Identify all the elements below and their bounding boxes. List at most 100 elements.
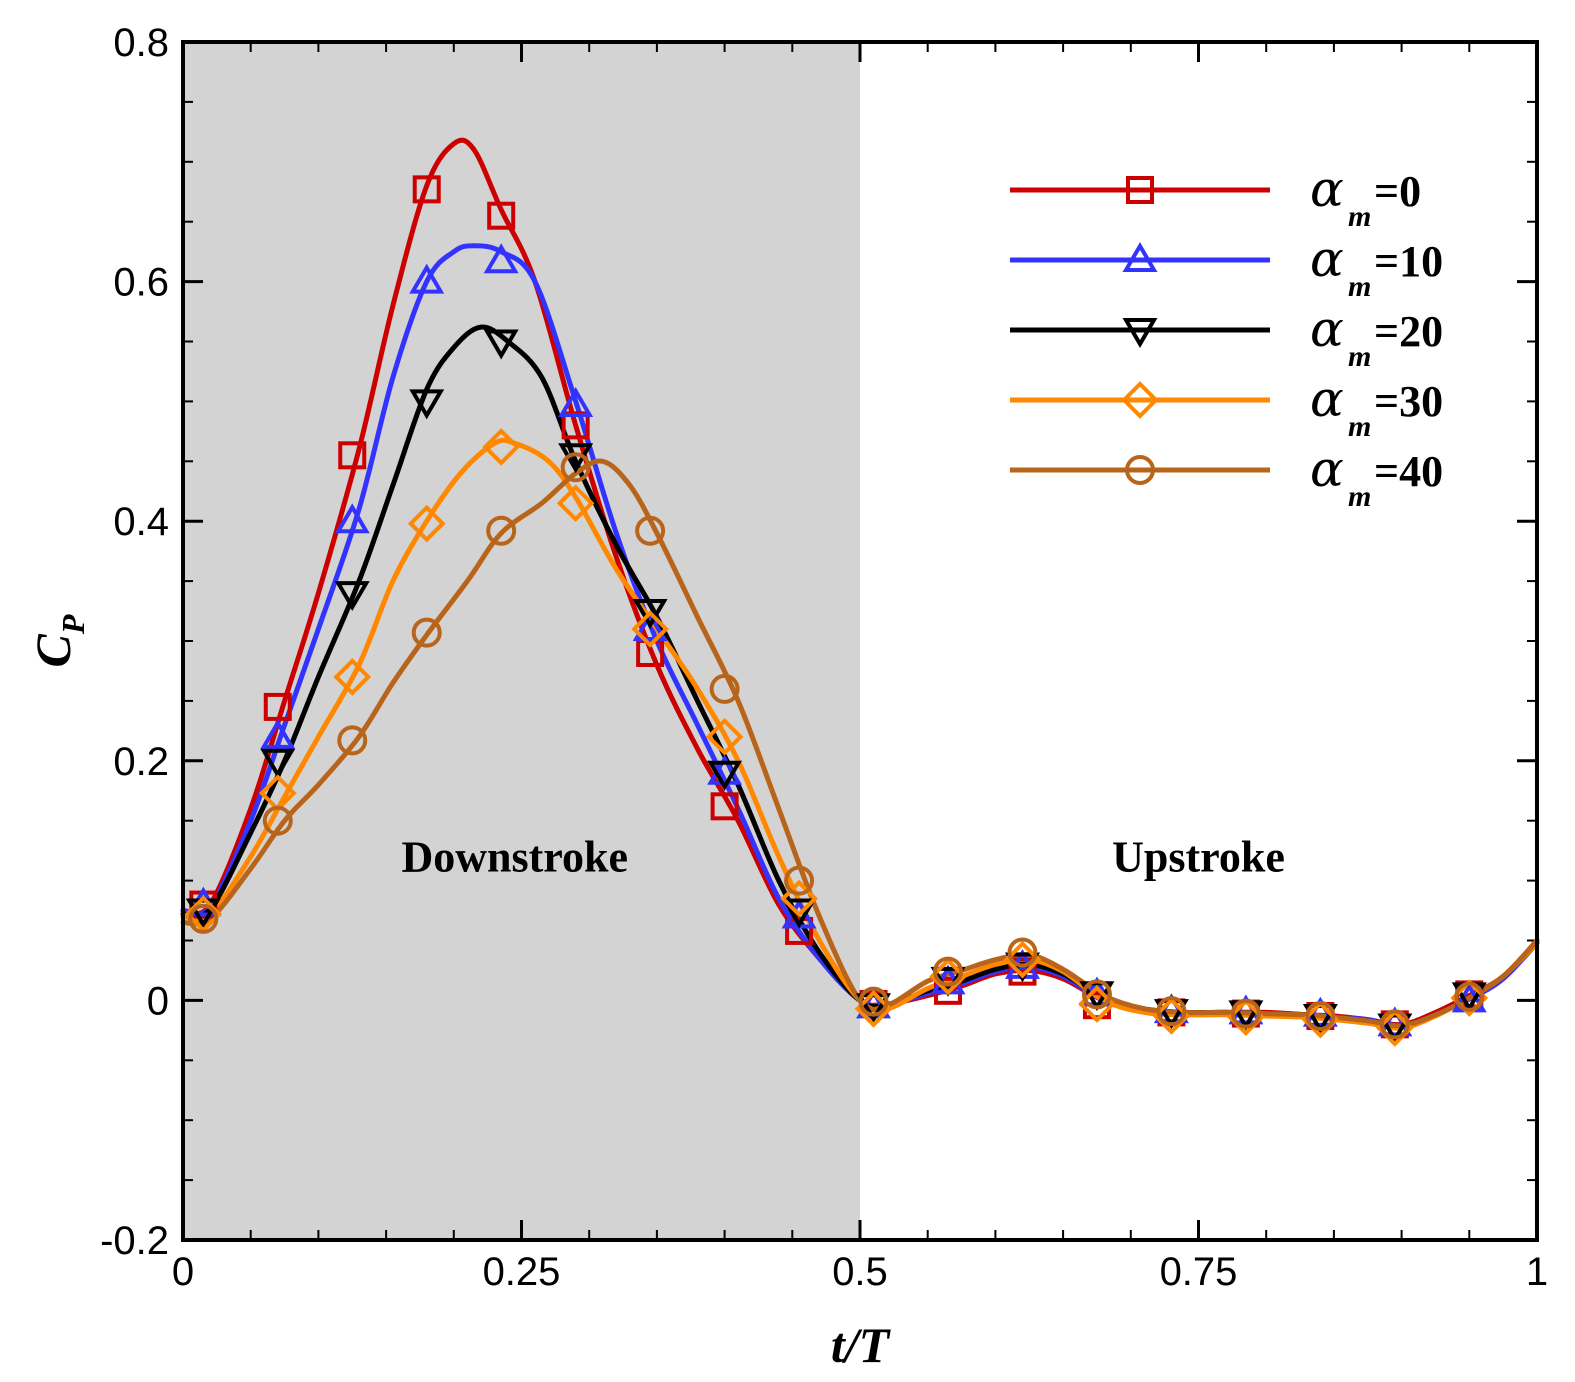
legend-alpha-symbol: α [1310,370,1344,428]
series-1-marker-2 [334,503,370,534]
legend-marker [1122,318,1158,348]
series-4-marker-11 [1007,937,1038,968]
series-4-marker-12 [1081,979,1112,1010]
legend-value: =10 [1374,237,1443,286]
y-axis-title-main: CP [25,614,91,667]
legend-entry-4: α m=40 [1010,440,1443,513]
legend-value: =20 [1374,307,1443,356]
series-2-marker-3 [409,389,445,420]
series-4-marker-3 [411,617,442,648]
y-tick-label: 0.4 [113,500,169,544]
series-2-marker-1 [260,748,296,779]
legend-value: =30 [1374,377,1443,426]
series-0-marker-4 [487,201,516,230]
y-tick-label: 0.6 [113,261,169,305]
y-tick-label: 0.8 [113,21,169,65]
series-2-marker-16 [1377,1013,1413,1044]
legend-alpha-symbol: α [1310,230,1344,288]
series-0-marker-8 [785,916,814,945]
series-1-marker-5 [558,387,594,417]
series-2-marker-7 [707,760,743,791]
series-3-marker-3 [407,504,446,543]
series-4-marker-8 [784,865,815,896]
series-4-marker-14 [1230,998,1261,1029]
series-2-marker-4 [483,329,519,360]
legend-alpha-symbol: α [1310,440,1344,498]
axis-titles: t/T CP [25,614,892,1373]
legend-subscript: m [1348,270,1371,303]
y-axis-title-subscript: P [55,614,91,635]
y-tick-label: 0 [147,979,169,1023]
series-1-marker-1 [260,718,296,749]
series-3-marker-2 [333,658,372,696]
tick-labels: 0 0.25 0.5 0.75 1-0.200.20.40.60.8 [100,21,1548,1294]
series-4-marker-9 [858,986,889,1017]
series-3-marker-9 [854,989,893,1028]
series-1-marker-3 [409,263,445,294]
series-markers [184,175,1489,1047]
series-4-marker-13 [1156,996,1187,1027]
series-2-marker-6 [632,599,668,630]
legend-marker [1125,455,1155,485]
legend-value: =0 [1374,167,1421,216]
legend-subscript: m [1348,200,1371,233]
series-3-marker-4 [482,428,521,466]
series-1-marker-6 [632,611,668,642]
series-line-4 [180,458,1540,1029]
legend-alpha-symbol: α [1310,300,1344,358]
series-0-marker-2 [338,441,367,470]
series-4-marker-7 [709,673,740,704]
series-4-marker-17 [1454,981,1485,1012]
series-4-marker-10 [933,956,964,987]
x-tick-label: 0.25 [483,1250,561,1294]
annotation-upstroke: Upstroke [1112,833,1285,882]
series-0-marker-3 [412,175,441,204]
series-1-marker-4 [483,243,519,274]
legend-entry-0: α m=0 [1010,160,1421,233]
series-1-marker-7 [707,754,743,785]
series-4-marker-5 [560,452,591,483]
series-3-marker-16 [1376,1009,1414,1047]
series-3-marker-11 [1003,940,1042,979]
legend-entry-2: α m=20 [1010,300,1443,373]
series-4-marker-6 [635,515,666,546]
series-3-marker-14 [1227,998,1265,1037]
x-tick-label: 0.5 [832,1250,888,1294]
x-tick-label: 0 [172,1250,194,1294]
y-tick-label: -0.2 [100,1219,169,1263]
downstroke-shaded-region [183,42,860,1240]
x-tick-label: 0.75 [1160,1250,1238,1294]
x-axis-title: t/T [831,1317,892,1373]
legend-marker [1122,242,1158,272]
series-4-marker-15 [1305,1000,1336,1031]
series-3-marker-7 [705,718,744,756]
legend-entry-3: α m=30 [1010,370,1443,443]
series-3-marker-15 [1301,1000,1340,1039]
legend-value: =40 [1374,447,1443,496]
series-1-marker-16 [1377,1006,1413,1037]
y-axis-title: CP [25,614,91,667]
series-3-marker-5 [556,484,595,523]
legend-marker [1121,381,1159,419]
legend-subscript: m [1348,410,1371,443]
region-annotations: Downstroke Upstroke [401,833,1284,882]
y-tick-label: 0.2 [113,740,169,784]
series-3-marker-10 [929,957,967,996]
series-4-marker-1 [262,805,293,836]
shaded-region-rect [183,42,860,1240]
legend-alpha-symbol: α [1310,160,1344,218]
legend-entry-1: α m=10 [1010,230,1443,303]
series-2-marker-2 [334,581,370,612]
series-4-marker-16 [1379,1009,1410,1040]
series-3-marker-6 [631,610,669,648]
series-3-marker-8 [780,879,818,918]
series-0-marker-7 [710,792,739,821]
series-4-marker-0 [188,903,219,934]
x-tick-label: 1 [1526,1250,1548,1294]
series-4-marker-4 [486,515,517,546]
annotation-downstroke: Downstroke [401,833,628,882]
legend-marker [1126,176,1154,204]
series-2-marker-8 [781,898,817,929]
